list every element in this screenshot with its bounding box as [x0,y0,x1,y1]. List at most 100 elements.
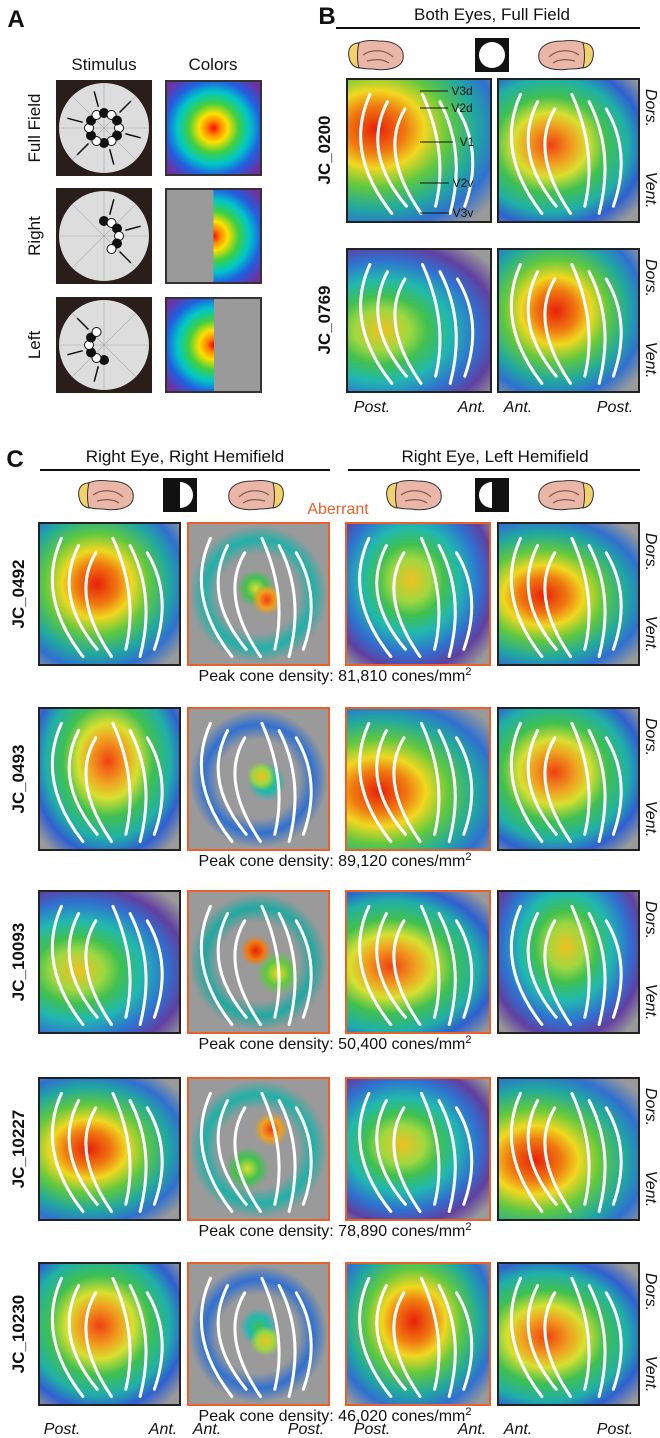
area-boundary [233,1106,262,1213]
area-boundary [587,729,607,843]
brain-outline [538,40,594,71]
area-boundary [277,729,297,843]
bottom-label: Post. [43,1421,81,1438]
area-label: V2d [451,101,473,115]
area-boundary [358,536,393,658]
density-superscript: 2 [465,665,472,678]
area-boundary [67,1099,99,1206]
area-boundary [277,912,297,1026]
brain-icon [348,40,404,71]
area-boundary [570,1276,591,1391]
boundary-lines [509,536,623,658]
area-boundary [67,544,99,651]
area-boundary [587,1284,607,1398]
panel-letter: A [7,6,25,33]
area-boundary [570,904,591,1019]
brain-icon [228,480,284,511]
area-boundary [375,1099,407,1206]
area-boundary [67,1284,99,1391]
retinotopic-map [497,1077,640,1221]
sulcus [238,490,270,504]
area-boundary [392,1291,422,1398]
bottom-label: Ant. [457,399,487,416]
boundary-lines [509,721,623,843]
retinotopic-map [345,522,491,666]
area-boundary [570,263,591,378]
area-boundary [419,904,441,1019]
area-boundary [128,1099,148,1213]
boundary-lines [358,721,474,843]
area-boundary [438,270,458,385]
bottom-label: Post. [596,1421,634,1438]
area-boundary [437,1099,457,1213]
sulcus [548,490,580,504]
area-boundary [587,1099,607,1213]
area-boundary [50,1091,85,1213]
area-boundary [50,904,85,1026]
area-pointer [420,182,449,184]
area-boundary [587,912,607,1026]
retinotopic-map [497,78,640,223]
retinotopic-map [38,1077,181,1221]
arrow [93,91,100,107]
stimulus-icon [163,478,197,512]
area-boundary [570,1091,591,1206]
area-boundary [67,912,99,1019]
area-boundary [437,1284,457,1398]
area-boundary [128,912,148,1026]
arrow [76,317,89,330]
bottom-label: Ant. [457,1421,487,1438]
area-boundary [570,721,591,836]
boundary-lines [509,93,623,215]
stimulus-icon [475,478,509,512]
arrow [119,251,132,264]
retinotopic-map [497,248,640,393]
boundary-lines [50,721,164,843]
density-label: Peak cone density: 78,890 cones/mm2 [198,1220,472,1241]
boundary-lines [509,1091,623,1213]
side-label: Vent. [642,800,659,838]
area-boundary [526,544,558,651]
subject-label: JC_0769 [315,285,334,355]
side-label: Dors. [642,1272,659,1312]
panel-letter: B [318,3,336,30]
occipital [348,42,360,69]
color-key [165,188,262,284]
area-boundary [199,536,234,658]
area-boundary [604,551,623,651]
area-boundary [50,721,85,843]
panel-title: Right Eye, Right Hemifield [85,447,285,466]
area-label: V1 [459,135,475,149]
sulcus [92,490,124,504]
area-boundary [376,100,408,208]
retinotopic-map [497,890,640,1034]
area-boundary [216,1284,248,1391]
density-label: Peak cone density: 81,810 cones/mm2 [198,665,472,686]
area-boundary [543,736,572,843]
area-boundary [233,1291,262,1398]
retinotopic-map [187,1077,330,1221]
bottom-label: Ant. [503,399,533,416]
area-boundary [67,729,99,836]
area-boundary [233,919,262,1026]
side-label: Vent. [642,341,659,379]
retinotopic-map [38,890,181,1034]
side-label: Vent. [642,1355,659,1393]
area-boundary [392,551,422,658]
area-boundary [216,1099,248,1206]
retinotopic-map [345,707,491,851]
occipital [582,482,594,509]
area-label: V2v [452,176,474,190]
boundary-lines [509,904,623,1026]
area-boundary [437,544,457,658]
area-boundary [294,551,313,651]
boundary-lines [50,1276,164,1398]
bottom-label: Post. [353,1421,391,1438]
occipital [78,482,90,509]
area-boundary [543,1106,572,1213]
arrow [119,100,132,113]
bottom-label: Ant. [503,1421,533,1438]
area-boundary [376,270,408,378]
area-pointer [420,141,453,143]
